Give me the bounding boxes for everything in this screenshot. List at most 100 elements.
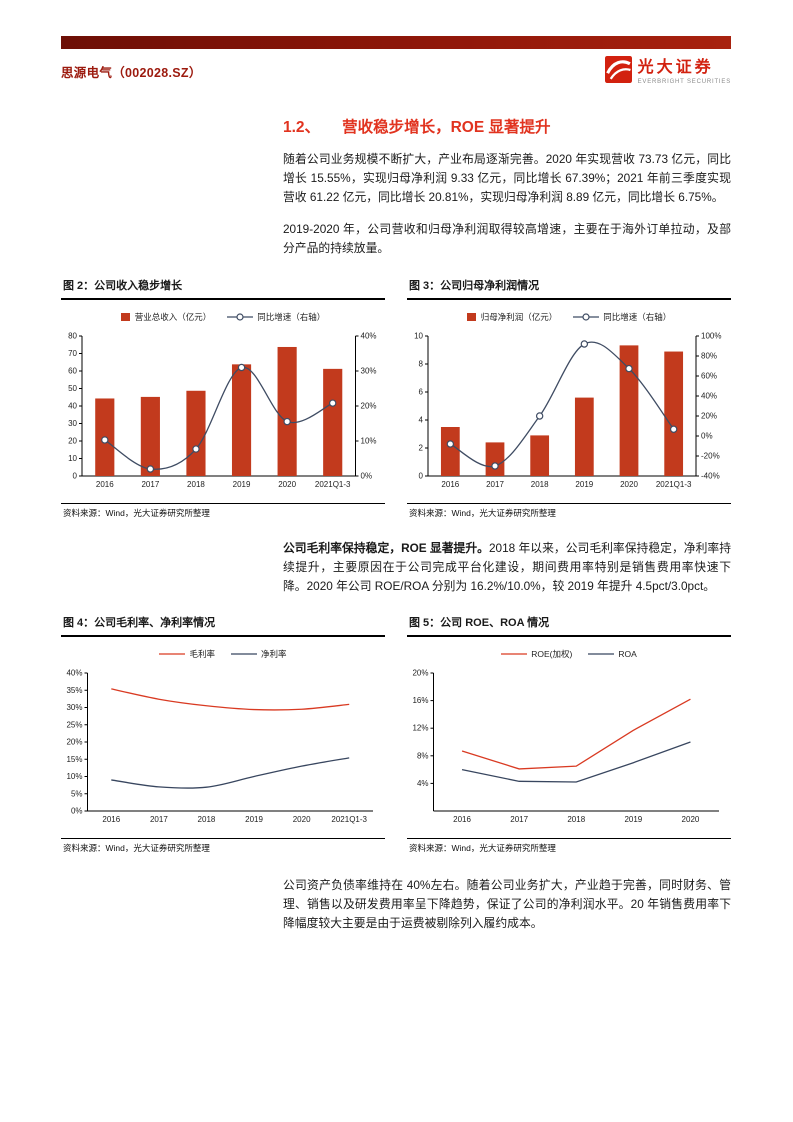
legend-item: 毛利率	[159, 648, 215, 660]
svg-text:10: 10	[68, 454, 77, 463]
paragraph-text: 2018 年以来，公司毛利率保持稳定，净利率持续提升，主要原因在于公司完成平台化…	[283, 540, 731, 593]
svg-text:0%: 0%	[71, 806, 83, 815]
report-body: 1.2、 营收稳步增长，ROE 显著提升 随着公司业务规模不断扩大，产业布局逐渐…	[61, 115, 731, 933]
chart-legend: 毛利率 净利率	[61, 648, 385, 660]
brand-subtitle: EVERBRIGHT SECURITIES	[637, 79, 731, 85]
header-row: 思源电气（002028.SZ） 光大证券 EVERBRIGHT SECURITI…	[61, 53, 731, 85]
figure-margins: 图 4：公司毛利率、净利率情况 毛利率 净利率 0% 5% 10% 15% 20% 25% 3…	[61, 611, 385, 854]
svg-text:10%: 10%	[66, 772, 82, 781]
svg-text:8%: 8%	[417, 751, 429, 760]
svg-text:2018: 2018	[187, 480, 205, 489]
svg-text:15%: 15%	[66, 755, 82, 764]
svg-text:0%: 0%	[361, 471, 373, 480]
svg-text:2017: 2017	[150, 815, 168, 824]
svg-text:2017: 2017	[486, 480, 504, 489]
svg-text:2021Q1-3: 2021Q1-3	[331, 815, 367, 824]
svg-text:30%: 30%	[361, 366, 377, 375]
source-note: 资料来源：Wind，光大证券研究所整理	[407, 502, 731, 519]
source-note: 资料来源：Wind，光大证券研究所整理	[61, 837, 385, 854]
brand-name: 光大证券	[637, 59, 714, 76]
svg-text:40: 40	[68, 401, 77, 410]
legend-item: 营业总收入（亿元）	[120, 311, 212, 323]
legend-item: 同比增速（右轴）	[573, 311, 671, 323]
net-profit-chart: 0 2 4 6 8 10 -40% -20% 0% 20% 40% 60% 80% 100% 2016 201…	[414, 331, 721, 489]
figure-caption: 图 4：公司毛利率、净利率情况	[61, 611, 385, 637]
svg-text:2016: 2016	[102, 815, 120, 824]
legend-line-swatch	[231, 653, 257, 655]
svg-text:2019: 2019	[575, 480, 593, 489]
svg-text:2019: 2019	[233, 480, 251, 489]
svg-text:0%: 0%	[701, 431, 713, 440]
svg-text:2016: 2016	[453, 815, 471, 824]
legend-label: 毛利率	[189, 648, 215, 659]
svg-text:35%: 35%	[66, 686, 82, 695]
svg-text:12%: 12%	[412, 724, 428, 733]
everbright-logo-icon	[604, 55, 632, 83]
svg-text:2017: 2017	[510, 815, 528, 824]
svg-text:60%: 60%	[701, 371, 717, 380]
svg-text:8: 8	[419, 359, 424, 368]
legend-item: 净利率	[231, 648, 287, 660]
legend-line-swatch	[501, 653, 528, 655]
legend-item: 同比增速（右轴）	[227, 311, 325, 323]
svg-text:80: 80	[68, 331, 77, 340]
legend-label: 同比增速（右轴）	[603, 311, 672, 322]
svg-text:2020: 2020	[293, 815, 311, 824]
figure-revenue-growth: 图 2：公司收入稳步增长 营业总收入（亿元） 同比增速（右轴） 0 10 20 30 40…	[61, 274, 385, 519]
legend-item: 归母净利润（亿元）	[466, 311, 557, 323]
svg-text:4: 4	[419, 415, 424, 424]
legend-label: ROA	[618, 648, 637, 659]
legend-label: 营业总收入（亿元）	[134, 311, 212, 322]
svg-text:25%: 25%	[66, 720, 82, 729]
legend-label: 同比增速（右轴）	[257, 311, 326, 322]
svg-text:-40%: -40%	[701, 471, 720, 480]
figure-row-2: 图 4：公司毛利率、净利率情况 毛利率 净利率 0% 5% 10% 15% 20% 25% 3…	[61, 611, 731, 854]
svg-text:20%: 20%	[701, 411, 717, 420]
legend-item: ROA	[588, 648, 637, 659]
svg-text:4%: 4%	[417, 779, 429, 788]
legend-bar-swatch	[466, 312, 476, 321]
svg-text:20%: 20%	[361, 401, 377, 410]
chart-legend: ROE(加权) ROA	[407, 648, 731, 660]
svg-text:2021Q1-3: 2021Q1-3	[656, 480, 692, 489]
svg-text:2021Q1-3: 2021Q1-3	[315, 480, 351, 489]
svg-text:2020: 2020	[682, 815, 700, 824]
brand-logo: 光大证券 EVERBRIGHT SECURITIES	[604, 53, 731, 85]
page-header: 思源电气（002028.SZ） 光大证券 EVERBRIGHT SECURITI…	[61, 36, 731, 85]
svg-text:80%: 80%	[701, 351, 717, 360]
svg-text:10: 10	[414, 331, 423, 340]
body-paragraph: 公司毛利率保持稳定，ROE 显著提升。2018 年以来，公司毛利率保持稳定，净利…	[283, 539, 731, 596]
svg-text:50: 50	[68, 384, 77, 393]
svg-text:100%: 100%	[701, 331, 721, 340]
svg-text:0: 0	[419, 471, 424, 480]
body-paragraph: 随着公司业务规模不断扩大，产业布局逐渐完善。2020 年实现营收 73.73 亿…	[283, 152, 731, 205]
svg-text:20%: 20%	[412, 668, 428, 677]
paragraph-lead-bold: 公司毛利率保持稳定，ROE 显著提升。	[283, 540, 489, 555]
section-title: 1.2、 营收稳步增长，ROE 显著提升	[283, 115, 731, 137]
svg-text:2020: 2020	[620, 480, 638, 489]
header-accent-bar	[61, 36, 731, 49]
svg-text:2016: 2016	[96, 480, 114, 489]
svg-text:2016: 2016	[441, 480, 459, 489]
body-paragraph: 2019-2020 年，公司营收和归母净利润取得较高增速，主要在于海外订单拉动，…	[283, 222, 731, 256]
svg-text:20: 20	[68, 436, 77, 445]
legend-line-swatch	[573, 312, 600, 321]
body-paragraph: 公司资产负债率维持在 40%左右。随着公司业务扩大，产业趋于完善，同时财务、管理…	[283, 877, 731, 931]
stock-name: 思源电气（002028.SZ）	[61, 66, 202, 80]
source-note: 资料来源：Wind，光大证券研究所整理	[61, 502, 385, 519]
svg-text:40%: 40%	[361, 331, 377, 340]
svg-text:30%: 30%	[66, 703, 82, 712]
svg-text:20%: 20%	[66, 737, 82, 746]
svg-text:2019: 2019	[624, 815, 642, 824]
figure-caption: 图 2：公司收入稳步增长	[61, 274, 385, 300]
figure-caption: 图 5：公司 ROE、ROA 情况	[407, 611, 731, 637]
svg-text:70: 70	[68, 349, 77, 358]
section-heading: 营收稳步增长，ROE 显著提升	[342, 119, 551, 136]
svg-text:40%: 40%	[66, 668, 82, 677]
brand-text: 光大证券 EVERBRIGHT SECURITIES	[638, 53, 731, 85]
roe-roa-chart: 4% 8% 12% 16% 20% 2016 2017 2018 2019 2020	[412, 668, 719, 824]
svg-text:16%: 16%	[412, 696, 428, 705]
legend-line-swatch	[588, 653, 615, 655]
svg-text:6: 6	[419, 387, 424, 396]
